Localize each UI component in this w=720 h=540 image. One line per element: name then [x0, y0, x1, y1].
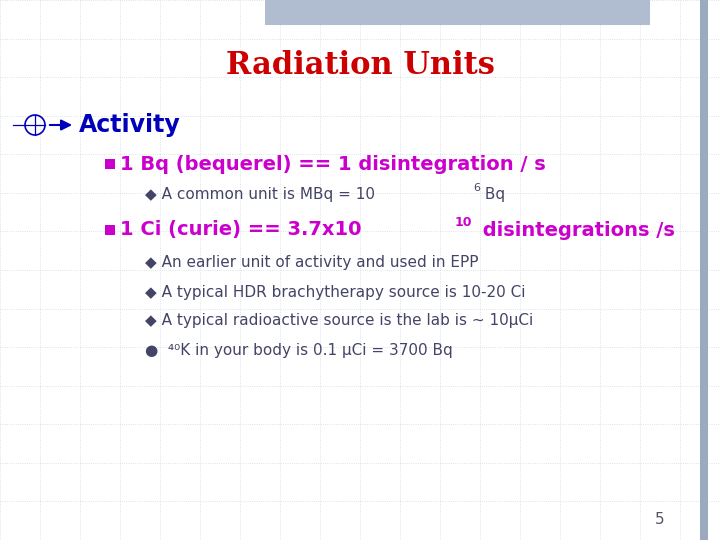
Text: Bq: Bq [480, 186, 505, 201]
Text: 10: 10 [455, 217, 472, 230]
Text: ◆ A typical radioactive source is the lab is ~ 10μCi: ◆ A typical radioactive source is the la… [145, 314, 534, 328]
Text: ●  ⁴⁰K in your body is 0.1 μCi = 3700 Bq: ● ⁴⁰K in your body is 0.1 μCi = 3700 Bq [145, 342, 453, 357]
Text: 1 Bq (bequerel) == 1 disintegration / s: 1 Bq (bequerel) == 1 disintegration / s [120, 154, 546, 173]
Text: disintegrations /s: disintegrations /s [476, 220, 675, 240]
Bar [265, 0, 650, 25]
Text: ◆ A typical HDR brachytherapy source is 10-20 Ci: ◆ A typical HDR brachytherapy source is … [145, 285, 526, 300]
Text: ◆ An earlier unit of activity and used in EPP: ◆ An earlier unit of activity and used i… [145, 255, 479, 271]
Bar [700, 0, 708, 540]
Text: 5: 5 [655, 512, 665, 528]
Text: 1 Ci (curie) == 3.7x10: 1 Ci (curie) == 3.7x10 [120, 220, 361, 240]
Text: ◆ A common unit is MBq = 10: ◆ A common unit is MBq = 10 [145, 186, 375, 201]
Bar [105, 225, 115, 235]
Text: Radiation Units: Radiation Units [225, 50, 495, 81]
Text: Activity: Activity [79, 113, 181, 137]
Bar [105, 159, 115, 169]
Text: 6: 6 [473, 183, 480, 193]
